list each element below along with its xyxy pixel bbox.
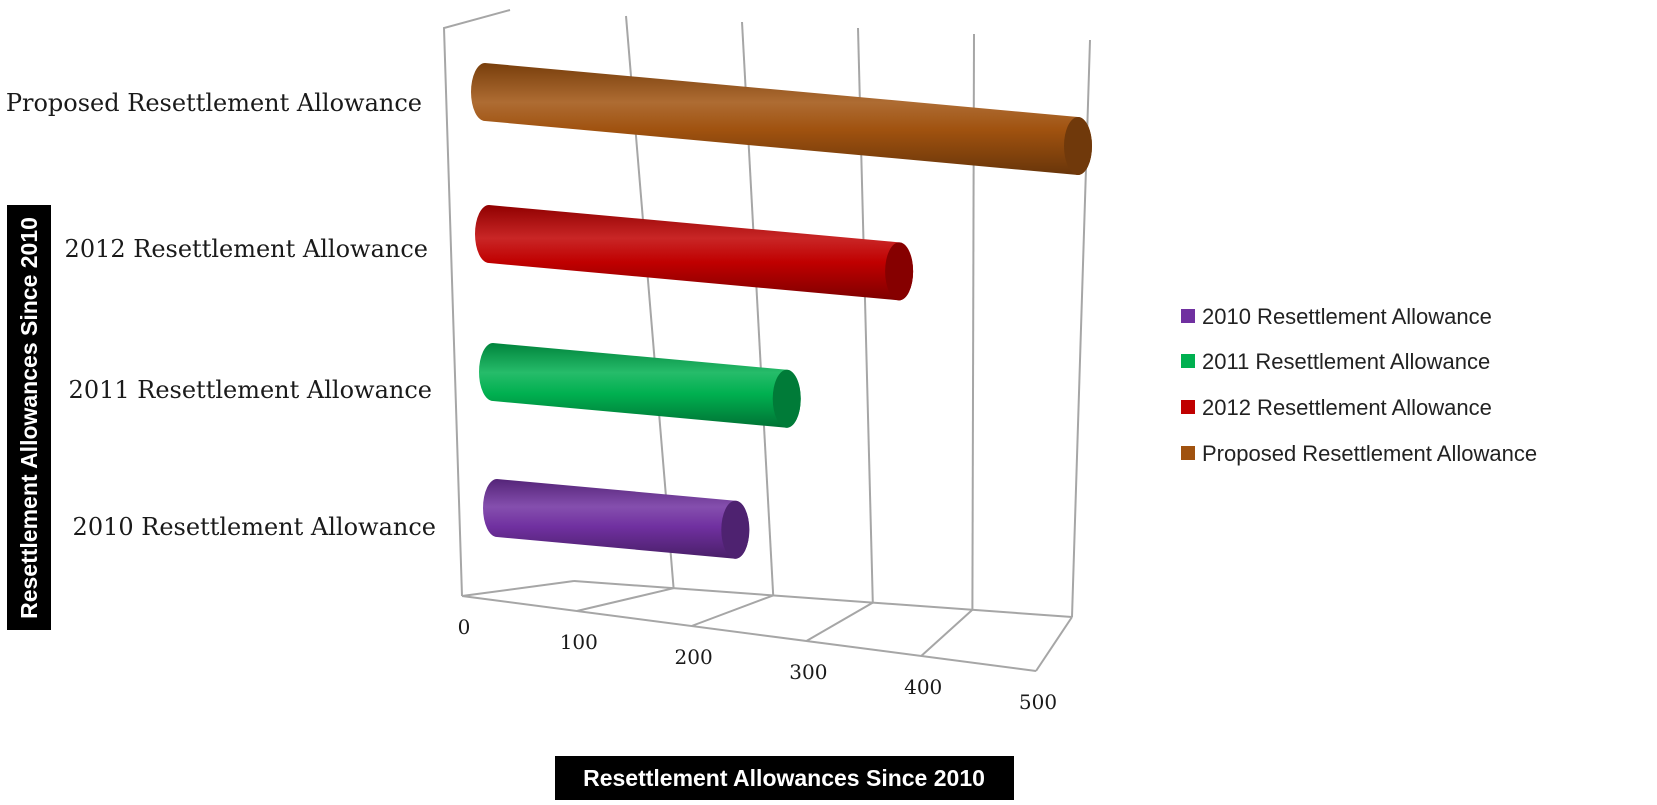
floor-front-edge	[461, 595, 1037, 672]
legend-swatch	[1181, 400, 1195, 414]
legend-label: 2011 Resettlement Allowance	[1202, 349, 1490, 374]
x-tick-label: 500	[1019, 690, 1057, 714]
legend-swatch	[1181, 446, 1195, 460]
legend-label: 2012 Resettlement Allowance	[1202, 395, 1492, 420]
x-tick-label: 200	[675, 645, 713, 669]
category-label: 2010 Resettlement Allowance	[73, 513, 436, 541]
floor-gridline	[576, 587, 674, 612]
legend-swatch	[1181, 354, 1195, 368]
floor-gridline	[691, 594, 774, 627]
floor-back-edge	[573, 580, 1073, 618]
floor-gridline	[1035, 616, 1073, 672]
legend-item: 2011 Resettlement Allowance	[1181, 349, 1490, 374]
floor-gridline	[461, 580, 575, 597]
x-axis-title: Resettlement Allowances Since 2010	[555, 756, 1014, 800]
bar-body	[471, 63, 1092, 175]
bar-body	[483, 479, 750, 559]
legend-swatch	[1181, 309, 1195, 323]
x-axis-title-box	[555, 756, 1014, 800]
bar-body	[475, 205, 914, 301]
chart-walls	[442, 9, 1073, 672]
legend-label: 2010 Resettlement Allowance	[1202, 304, 1492, 329]
y-axis-title-text: Resettlement Allowances Since 2010	[16, 217, 42, 619]
y-axis-title: Resettlement Allowances Since 2010	[7, 205, 51, 630]
x-tick-label: 100	[560, 630, 598, 654]
y-axis-title-box	[7, 205, 51, 630]
x-tick-label: 400	[904, 675, 942, 699]
floor-gridline	[805, 601, 874, 642]
floor-gridline	[920, 609, 974, 657]
x-tick-labels: 0 100 200 300 400 500	[458, 615, 1057, 714]
bar-end-cap	[772, 369, 801, 428]
x-axis-title-text: Resettlement Allowances Since 2010	[583, 765, 985, 791]
legend-item: 2012 Resettlement Allowance	[1181, 395, 1492, 420]
x-tick-label: 300	[789, 660, 827, 684]
bars	[471, 63, 1092, 559]
category-labels: 2010 Resettlement Allowance 2011 Resettle…	[6, 89, 436, 541]
category-label: 2012 Resettlement Allowance	[65, 235, 428, 263]
bar-cylinder	[483, 479, 750, 559]
legend-item: 2010 Resettlement Allowance	[1181, 304, 1492, 329]
legend-item: Proposed Resettlement Allowance	[1181, 441, 1537, 466]
category-label: Proposed Resettlement Allowance	[6, 89, 422, 117]
bar-end-cap	[885, 242, 914, 301]
left-wall-edge	[442, 9, 511, 597]
bar-end-cap	[721, 500, 750, 559]
bar-end-cap	[1064, 117, 1092, 175]
bar-body	[479, 343, 801, 428]
bar-cylinder	[475, 205, 914, 301]
legend-label: Proposed Resettlement Allowance	[1202, 441, 1537, 466]
legend: 2010 Resettlement Allowance 2011 Resettle…	[1181, 304, 1537, 466]
bar-cylinder	[479, 343, 801, 428]
category-label: 2011 Resettlement Allowance	[69, 376, 432, 404]
bar-cylinder	[471, 63, 1092, 175]
x-tick-label: 0	[458, 615, 471, 639]
